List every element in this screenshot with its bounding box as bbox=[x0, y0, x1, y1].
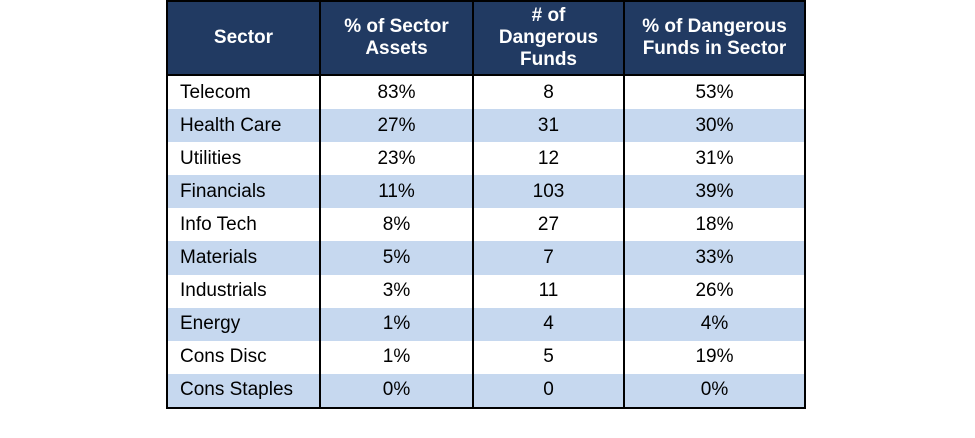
cell-pct-dangerous-funds: 30% bbox=[624, 109, 804, 143]
cell-num-dangerous-funds: 11 bbox=[473, 274, 625, 308]
cell-pct-sector-assets: 83% bbox=[320, 75, 474, 110]
dangerous-funds-by-sector-table: Sector % of Sector Assets # of Dangerous… bbox=[168, 2, 804, 407]
cell-pct-sector-assets: 23% bbox=[320, 142, 474, 176]
cell-pct-dangerous-funds: 53% bbox=[624, 75, 804, 110]
cell-pct-dangerous-funds: 31% bbox=[624, 142, 804, 176]
cell-sector: Utilities bbox=[168, 142, 321, 176]
table-row: Industrials 3% 11 26% bbox=[168, 274, 804, 308]
cell-sector: Cons Staples bbox=[168, 373, 321, 407]
table-row: Materials 5% 7 33% bbox=[168, 241, 804, 275]
cell-num-dangerous-funds: 8 bbox=[473, 75, 625, 110]
cell-pct-dangerous-funds: 26% bbox=[624, 274, 804, 308]
cell-pct-sector-assets: 1% bbox=[320, 340, 474, 374]
sector-table-container: Sector % of Sector Assets # of Dangerous… bbox=[166, 0, 806, 409]
cell-pct-sector-assets: 11% bbox=[320, 175, 474, 209]
cell-sector: Health Care bbox=[168, 109, 321, 143]
header-sector: Sector bbox=[168, 2, 321, 76]
cell-pct-dangerous-funds: 18% bbox=[624, 208, 804, 242]
cell-num-dangerous-funds: 31 bbox=[473, 109, 625, 143]
cell-pct-sector-assets: 27% bbox=[320, 109, 474, 143]
cell-sector: Financials bbox=[168, 175, 321, 209]
table-row: Health Care 27% 31 30% bbox=[168, 109, 804, 143]
table-row: Utilities 23% 12 31% bbox=[168, 142, 804, 176]
cell-num-dangerous-funds: 5 bbox=[473, 340, 625, 374]
table-row: Financials 11% 103 39% bbox=[168, 175, 804, 209]
table-row: Telecom 83% 8 53% bbox=[168, 75, 804, 110]
cell-pct-dangerous-funds: 33% bbox=[624, 241, 804, 275]
cell-pct-dangerous-funds: 4% bbox=[624, 307, 804, 341]
cell-num-dangerous-funds: 4 bbox=[473, 307, 625, 341]
table-row: Energy 1% 4 4% bbox=[168, 307, 804, 341]
cell-pct-dangerous-funds: 0% bbox=[624, 373, 804, 407]
header-num-dangerous-funds: # of Dangerous Funds bbox=[473, 2, 625, 76]
cell-pct-dangerous-funds: 19% bbox=[624, 340, 804, 374]
cell-sector: Materials bbox=[168, 241, 321, 275]
table-row: Cons Staples 0% 0 0% bbox=[168, 373, 804, 407]
cell-num-dangerous-funds: 27 bbox=[473, 208, 625, 242]
table-row: Info Tech 8% 27 18% bbox=[168, 208, 804, 242]
table-body: Telecom 83% 8 53% Health Care 27% 31 30%… bbox=[168, 75, 804, 407]
cell-sector: Industrials bbox=[168, 274, 321, 308]
cell-pct-sector-assets: 5% bbox=[320, 241, 474, 275]
cell-pct-sector-assets: 0% bbox=[320, 373, 474, 407]
cell-num-dangerous-funds: 0 bbox=[473, 373, 625, 407]
cell-sector: Info Tech bbox=[168, 208, 321, 242]
cell-num-dangerous-funds: 12 bbox=[473, 142, 625, 176]
cell-pct-dangerous-funds: 39% bbox=[624, 175, 804, 209]
table-header: Sector % of Sector Assets # of Dangerous… bbox=[168, 2, 804, 76]
header-pct-dangerous-funds: % of Dangerous Funds in Sector bbox=[624, 2, 804, 76]
cell-num-dangerous-funds: 103 bbox=[473, 175, 625, 209]
cell-pct-sector-assets: 1% bbox=[320, 307, 474, 341]
cell-num-dangerous-funds: 7 bbox=[473, 241, 625, 275]
header-row: Sector % of Sector Assets # of Dangerous… bbox=[168, 2, 804, 76]
cell-sector: Telecom bbox=[168, 75, 321, 110]
cell-pct-sector-assets: 3% bbox=[320, 274, 474, 308]
header-pct-sector-assets: % of Sector Assets bbox=[320, 2, 474, 76]
cell-sector: Cons Disc bbox=[168, 340, 321, 374]
cell-sector: Energy bbox=[168, 307, 321, 341]
cell-pct-sector-assets: 8% bbox=[320, 208, 474, 242]
table-row: Cons Disc 1% 5 19% bbox=[168, 340, 804, 374]
